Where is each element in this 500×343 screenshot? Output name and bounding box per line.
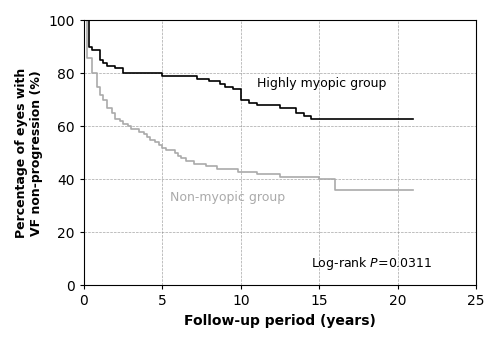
Text: Highly myopic group: Highly myopic group bbox=[256, 77, 386, 90]
Y-axis label: Percentage of eyes with
VF non-progression (%): Percentage of eyes with VF non-progressi… bbox=[15, 68, 43, 238]
Text: Log-rank $P$=0.0311: Log-rank $P$=0.0311 bbox=[312, 255, 433, 272]
X-axis label: Follow-up period (years): Follow-up period (years) bbox=[184, 314, 376, 328]
Text: Non-myopic group: Non-myopic group bbox=[170, 191, 285, 204]
